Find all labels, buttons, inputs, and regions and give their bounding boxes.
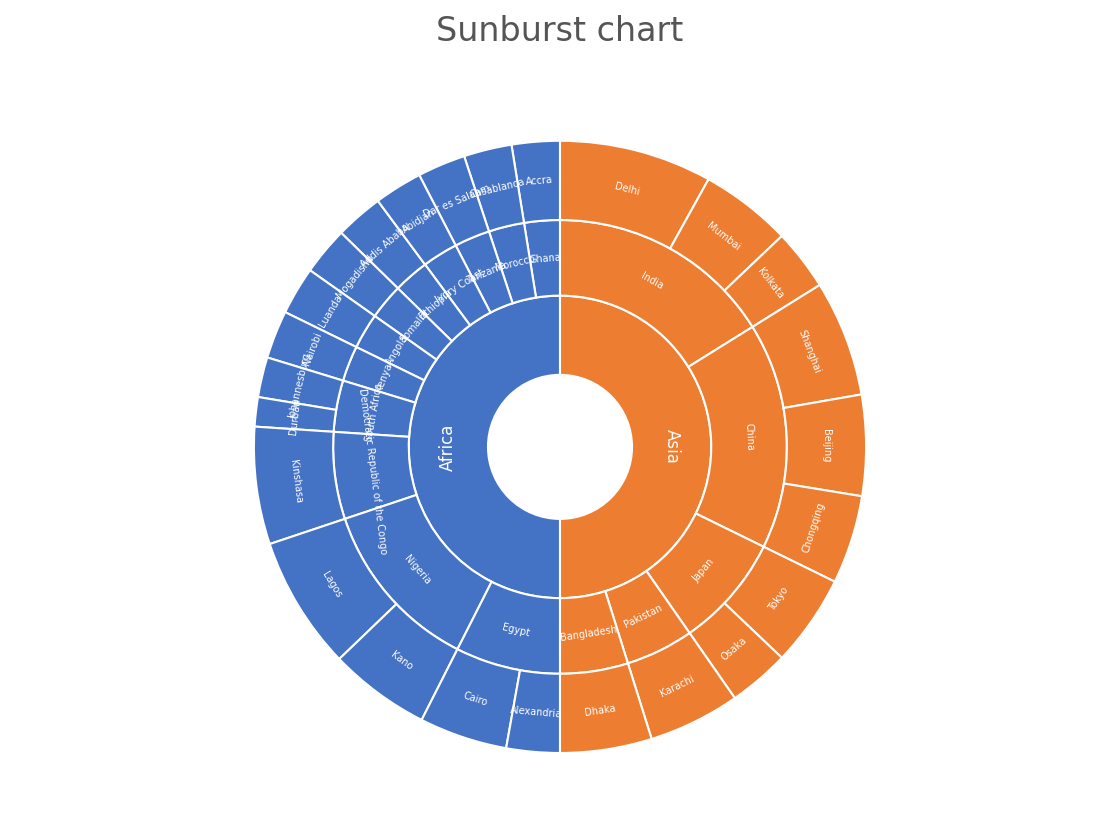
Wedge shape [258, 358, 343, 410]
Wedge shape [628, 633, 735, 739]
Wedge shape [725, 236, 820, 327]
Wedge shape [268, 312, 356, 381]
Wedge shape [334, 381, 416, 437]
Wedge shape [506, 670, 560, 753]
Text: Lagos: Lagos [320, 570, 344, 600]
Wedge shape [409, 296, 560, 598]
Wedge shape [419, 156, 489, 245]
Text: Asia: Asia [663, 429, 681, 465]
Wedge shape [310, 233, 398, 316]
Text: India: India [638, 271, 664, 291]
Text: Tokyo: Tokyo [767, 585, 791, 613]
Wedge shape [342, 201, 424, 288]
Text: China: China [743, 423, 755, 452]
Text: Africa: Africa [439, 423, 457, 470]
Text: Egypt: Egypt [502, 622, 531, 639]
Wedge shape [254, 427, 345, 544]
Text: Kinshasa: Kinshasa [288, 459, 304, 503]
Text: Democratic Republic of the Congo: Democratic Republic of the Congo [357, 387, 389, 554]
Wedge shape [254, 397, 336, 432]
Wedge shape [725, 547, 834, 658]
Wedge shape [457, 582, 560, 674]
Wedge shape [286, 270, 375, 347]
Text: Luanda: Luanda [317, 293, 344, 329]
Wedge shape [646, 513, 764, 633]
Wedge shape [670, 179, 782, 291]
Text: Ivory Coast: Ivory Coast [433, 268, 486, 305]
Text: Kolkata: Kolkata [756, 266, 785, 301]
Text: Nigeria: Nigeria [402, 554, 432, 587]
Wedge shape [524, 220, 560, 297]
Title: Sunburst chart: Sunburst chart [437, 15, 683, 48]
Text: Nairobi: Nairobi [301, 331, 324, 367]
Text: Casablanca: Casablanca [468, 176, 525, 200]
Text: Kenya: Kenya [374, 362, 394, 393]
Text: Mumbai: Mumbai [704, 220, 741, 252]
Wedge shape [784, 395, 866, 496]
Text: Tanzania: Tanzania [465, 260, 508, 286]
Text: Delhi: Delhi [614, 181, 641, 197]
Text: Addis Ababa: Addis Ababa [358, 223, 411, 270]
Wedge shape [456, 232, 513, 312]
Wedge shape [753, 285, 861, 408]
Wedge shape [343, 347, 424, 402]
Wedge shape [345, 495, 492, 649]
Text: Cairo: Cairo [461, 690, 489, 708]
Wedge shape [560, 296, 711, 598]
Wedge shape [377, 175, 456, 265]
Text: Angola: Angola [384, 333, 410, 367]
Wedge shape [560, 664, 652, 753]
Wedge shape [375, 288, 451, 360]
Wedge shape [464, 144, 524, 232]
Text: Kano: Kano [389, 650, 414, 672]
Text: Dhaka: Dhaka [585, 703, 617, 717]
Text: Dar es Salaam: Dar es Salaam [422, 183, 492, 220]
Text: Japan: Japan [691, 556, 716, 584]
Wedge shape [605, 571, 690, 664]
Wedge shape [421, 649, 520, 748]
Text: Ethiopia: Ethiopia [418, 287, 454, 321]
Wedge shape [489, 223, 536, 303]
Text: Shanghai: Shanghai [796, 328, 822, 375]
Text: Morocco: Morocco [494, 254, 536, 273]
Text: Bangladesh: Bangladesh [560, 624, 618, 643]
Text: Alexandria: Alexandria [510, 705, 563, 720]
Wedge shape [560, 591, 628, 674]
Wedge shape [512, 141, 560, 223]
Text: Pakistan: Pakistan [623, 603, 664, 630]
Wedge shape [356, 316, 437, 381]
Text: South Africa: South Africa [364, 383, 384, 443]
Text: Chongqing: Chongqing [801, 501, 827, 554]
Text: Johannesburg: Johannesburg [288, 352, 314, 420]
Wedge shape [270, 519, 396, 659]
Wedge shape [690, 603, 782, 698]
Text: Somalia: Somalia [399, 307, 431, 344]
Text: Ghana: Ghana [529, 252, 561, 265]
Wedge shape [424, 245, 491, 325]
Text: Abidjan: Abidjan [401, 207, 437, 234]
Text: Karachi: Karachi [659, 674, 696, 699]
Wedge shape [560, 220, 753, 367]
Text: Osaka: Osaka [719, 635, 748, 663]
Wedge shape [689, 327, 787, 547]
Wedge shape [560, 141, 709, 249]
Wedge shape [333, 432, 417, 519]
Wedge shape [398, 265, 470, 341]
Text: Durban: Durban [288, 397, 302, 435]
Text: Mogadishu: Mogadishu [335, 253, 376, 300]
Wedge shape [339, 604, 457, 720]
Text: Accra: Accra [525, 176, 553, 187]
Text: Beijing: Beijing [821, 429, 831, 462]
Wedge shape [764, 484, 862, 581]
